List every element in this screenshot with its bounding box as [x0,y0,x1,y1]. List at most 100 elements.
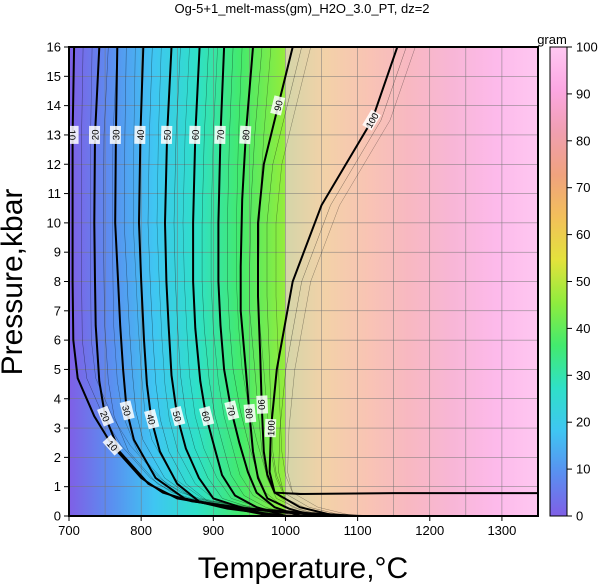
contour-minor [132,47,304,516]
contour-label-bg [134,125,146,144]
contour-label-60: 60 [198,406,215,427]
contour-minor [275,47,355,516]
contour-label-bg [119,400,135,421]
contour-label-90: 90 [270,95,286,116]
x-tick-label: 700 [58,523,80,538]
x-tick-label: 1300 [487,523,516,538]
contour-label-10: 10 [102,434,123,456]
contour-label-bg [67,125,79,144]
y-tick-label: 5 [54,362,61,377]
contour-label-text: 70 [224,404,237,417]
contour-label-30: 30 [119,400,135,421]
contour-minor [210,47,304,516]
contour-label-text: 80 [241,129,253,140]
contour-minor [287,47,538,495]
contour-label-90: 90 [255,395,269,414]
x-tick-label: 1200 [415,523,444,538]
contour-80 [239,47,315,516]
contour-minor [266,47,346,516]
colorbar-tick-label: 60 [576,227,590,242]
contour-label-60: 60 [189,125,202,145]
contour-label-bg [239,125,252,145]
contour-label-bg [264,418,277,438]
colorbar-tick-label: 0 [576,509,583,524]
x-tick-label: 900 [202,523,224,538]
colorbar-label: gram [537,32,567,47]
y-tick-label: 13 [47,127,61,142]
colorbar-bar [549,46,568,517]
contour-60 [192,47,286,516]
y-tick-label: 0 [54,509,61,524]
y-tick-label: 9 [54,245,61,260]
contour-label-bg [224,400,240,421]
contour-minor [173,47,284,516]
contour-label-text: 40 [144,413,157,426]
contour-label-40: 40 [134,125,147,144]
x-tick-label: 1000 [271,523,300,538]
contour-label-bg [256,395,269,414]
x-tick-label: 800 [130,523,152,538]
contour-label-70: 70 [224,400,240,421]
contour-label-text: 60 [191,130,202,141]
contour-label-80: 80 [242,403,257,423]
contour-50 [163,47,275,516]
contour-label-80: 80 [239,125,253,145]
contour-70 [217,47,301,516]
y-tick-label: 14 [47,98,61,113]
colorbar-tick-label: 30 [576,368,590,383]
y-tick-label: 2 [54,450,61,465]
contour-label-70: 70 [214,125,227,145]
colorbar-tick-label: 20 [576,415,590,430]
contour-label-bg [97,405,115,427]
y-tick-label: 6 [54,333,61,348]
colorbar: 0 10 20 30 40 50 60 70 80 90 100 gram [537,32,598,524]
contour-label-40: 40 [144,409,160,430]
contour-label-text: 50 [170,410,183,423]
contour-label-50: 50 [170,406,186,427]
contour-30 [114,47,286,516]
x-axis-label: Temperature,°C [198,552,408,585]
contour-label-text: 20 [90,130,101,141]
y-tick-label: 8 [54,274,61,289]
colorbar-tick-label: 10 [576,462,590,477]
contour-minor [227,47,309,516]
contour-90 [257,47,337,516]
colorbar-ticks: 0 10 20 30 40 50 60 70 80 90 100 [567,40,598,524]
contour-label-text: 100 [266,420,278,436]
colorbar-tick-label: 100 [576,40,598,55]
x-tick-label: 1100 [344,523,372,538]
contour-40 [137,47,272,516]
chart-title: Og-5+1_melt-mass(gm)_H2O_3.0_PT, dz=2 [174,1,429,16]
x-axis-ticks: 700 800 900 1000 1100 1200 1300 [58,516,516,538]
colorbar-tick-label: 50 [576,274,590,289]
grid-lines [69,47,538,516]
contour-label-text: 20 [97,410,111,424]
contour-minor [249,47,324,516]
contour-minor [123,47,295,516]
contour-label-20: 20 [97,405,115,427]
colorbar-tick-label: 70 [576,180,590,195]
contour-label-text: 90 [255,399,266,410]
y-tick-label: 3 [54,421,61,436]
contour-label-30: 30 [109,125,122,144]
contour-label-bg [160,125,173,145]
contour-label-bg [170,406,186,427]
contour-label-text: 70 [216,130,227,141]
y-tick-label: 12 [47,157,61,172]
colorbar-tick-label: 90 [576,86,590,101]
contour-minor [201,47,295,516]
contour-label-text: 30 [111,130,122,141]
contour-label-100: 100 [264,418,278,438]
contour-label-bg [109,125,121,144]
contour-label-text: 50 [162,130,173,141]
contour-label-text: 90 [273,99,286,112]
contour-label-10: 10 [66,125,79,144]
y-tick-label: 16 [47,40,61,55]
contour-label-bg [214,125,226,145]
contour-label-bg [102,434,123,456]
contour-labels: 1010202030304040505060607070808090901001… [66,95,382,456]
colorbar-tick-label: 80 [576,133,590,148]
contour-label-text: 10 [66,130,77,141]
contour-minor [90,47,376,516]
